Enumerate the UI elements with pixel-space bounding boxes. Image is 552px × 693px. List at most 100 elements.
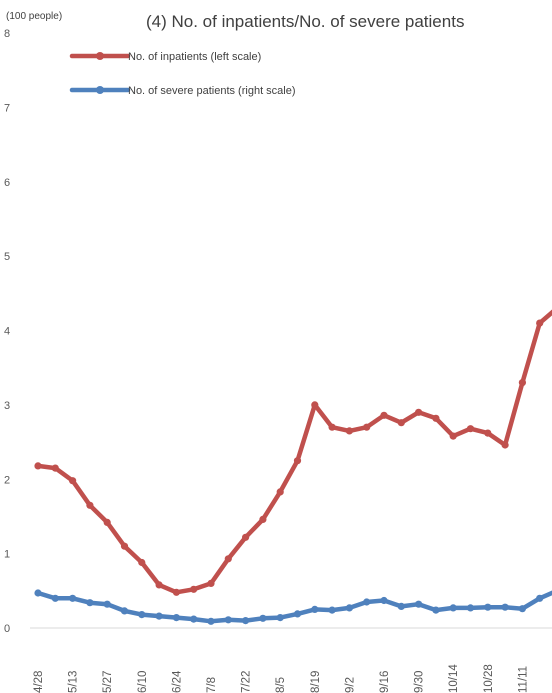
y-tick-label: 7 — [4, 102, 10, 114]
x-axis-ticks: 4/28 5/13 5/27 6/10 6/24 7/8 7/22 8/5 8/19 9/2 9/1… — [33, 664, 529, 693]
legend: No. of inpatients (left scale) No. of se… — [69, 51, 296, 97]
y-tick-label: 0 — [4, 623, 10, 635]
data-point — [34, 462, 42, 470]
legend-label-severe: No. of severe patients (right scale) — [128, 85, 296, 97]
y-tick-label: 4 — [4, 326, 10, 338]
data-point — [69, 594, 77, 602]
data-point — [51, 464, 59, 472]
legend-item-severe: No. of severe patients (right scale) — [69, 85, 296, 97]
data-point — [34, 589, 42, 597]
x-tick-label: 7/8 — [206, 677, 218, 693]
data-point — [190, 615, 198, 623]
x-tick-label: 8/19 — [310, 671, 322, 693]
data-point — [224, 555, 232, 563]
data-point — [345, 427, 353, 435]
x-tick-label: 5/13 — [68, 671, 80, 693]
series-severe — [34, 589, 552, 625]
data-point — [536, 594, 544, 602]
y-axis-ticks: 0 1 2 3 4 5 6 7 8 — [4, 28, 10, 635]
data-point — [363, 423, 371, 431]
legend-marker-severe — [96, 86, 104, 94]
legend-label-inpatients: No. of inpatients (left scale) — [128, 51, 261, 63]
legend-marker-inpatients — [96, 52, 104, 60]
x-tick-label: 4/28 — [33, 671, 45, 693]
y-tick-label: 8 — [4, 28, 10, 40]
data-point — [155, 612, 163, 620]
data-point — [103, 518, 111, 527]
data-point — [518, 605, 527, 613]
data-point — [276, 614, 284, 622]
data-point — [501, 441, 509, 449]
data-point — [432, 606, 440, 614]
x-tick-label: 9/2 — [344, 677, 356, 693]
data-point — [397, 602, 405, 611]
data-point — [449, 432, 457, 440]
data-point — [311, 605, 319, 614]
data-point — [415, 408, 423, 416]
data-point — [293, 457, 302, 465]
data-point — [120, 607, 129, 615]
data-point — [138, 611, 146, 619]
x-tick-label: 9/16 — [379, 671, 391, 693]
data-point — [138, 558, 146, 567]
data-point — [242, 617, 250, 625]
data-point — [293, 610, 302, 618]
data-point — [172, 588, 180, 596]
legend-item-inpatients: No. of inpatients (left scale) — [69, 51, 261, 63]
data-point — [86, 599, 94, 607]
y-tick-label: 2 — [4, 474, 10, 486]
data-point — [190, 585, 198, 593]
data-point — [518, 379, 527, 387]
y-tick-label: 1 — [4, 549, 10, 561]
data-point — [328, 606, 336, 614]
data-point — [380, 596, 388, 605]
data-point — [328, 423, 336, 431]
x-tick-label: 5/27 — [102, 671, 114, 693]
series-line — [37, 590, 552, 624]
x-tick-label: 9/30 — [414, 671, 426, 693]
data-point — [242, 533, 250, 541]
data-point — [172, 614, 180, 622]
data-point — [501, 603, 509, 611]
x-tick-label: 10/14 — [448, 664, 460, 693]
x-tick-label: 8/5 — [275, 677, 287, 693]
data-point — [103, 600, 111, 608]
x-tick-label: 10/28 — [483, 664, 495, 693]
chart-title: (4) No. of inpatients/No. of severe pati… — [146, 12, 464, 31]
data-point — [397, 419, 405, 427]
data-point — [345, 604, 353, 612]
data-point — [69, 477, 77, 485]
data-point — [449, 604, 457, 612]
series-layer — [34, 309, 552, 625]
series-line — [37, 309, 552, 595]
data-point — [155, 581, 163, 589]
data-point — [259, 515, 267, 524]
x-tick-label: 11/11 — [517, 666, 529, 693]
x-tick-label: 6/24 — [171, 670, 183, 693]
y-tick-label: 5 — [4, 251, 10, 263]
data-point — [207, 617, 215, 625]
data-point — [86, 501, 94, 509]
y-tick-label: 6 — [4, 177, 10, 189]
data-point — [380, 411, 388, 419]
data-point — [311, 401, 319, 409]
data-point — [51, 594, 59, 602]
x-tick-label: 7/22 — [241, 671, 253, 693]
data-point — [120, 542, 129, 550]
data-point — [484, 429, 492, 437]
data-point — [224, 616, 232, 624]
x-tick-label: 6/10 — [137, 671, 149, 693]
y-tick-label: 3 — [4, 400, 10, 412]
data-point — [466, 604, 475, 612]
data-point — [363, 598, 371, 606]
data-point — [207, 579, 215, 588]
data-point — [259, 614, 267, 622]
data-point — [276, 488, 284, 496]
data-point — [466, 425, 475, 433]
data-point — [484, 603, 492, 611]
series-inpatients — [34, 309, 552, 596]
data-point — [415, 600, 423, 608]
y-unit-label: (100 people) — [6, 11, 62, 22]
data-point — [536, 319, 544, 327]
